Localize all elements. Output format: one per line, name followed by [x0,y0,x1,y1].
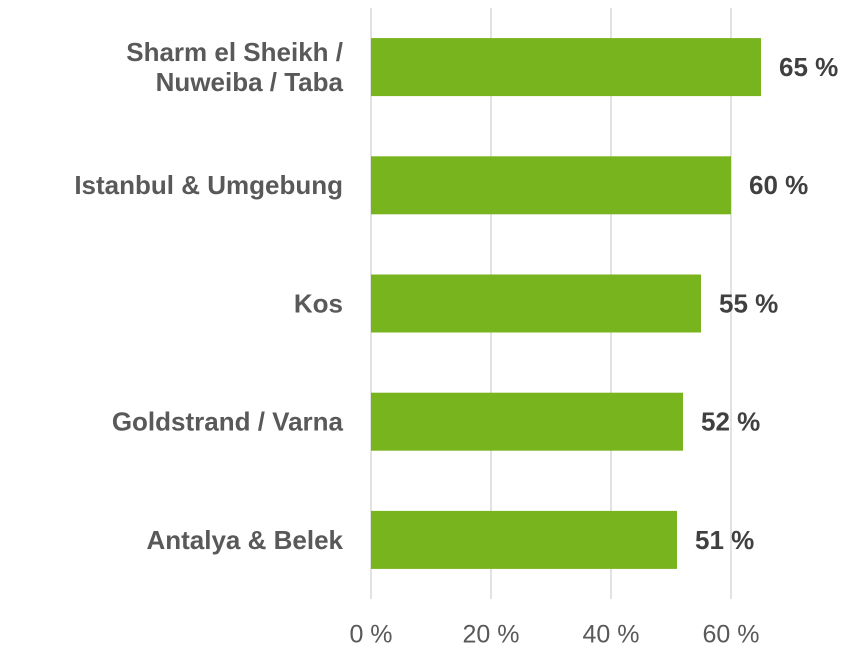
bar [371,510,677,569]
x-tick-label: 0 % [349,621,392,647]
y-tick-label: Kos [294,288,343,318]
bar [371,156,731,215]
value-label: 52 % [701,407,760,437]
x-tick-label: 20 % [463,621,520,647]
value-label: 55 % [719,288,778,318]
bar [371,392,683,451]
value-label: 60 % [749,170,808,200]
bar [371,274,701,333]
value-label: 65 % [779,52,838,82]
value-label: 51 % [695,525,754,555]
y-tick-label: Goldstrand / Varna [112,407,344,437]
y-tick-label: Antalya & Belek [146,525,343,555]
x-tick-label: 60 % [703,621,760,647]
x-tick-label: 40 % [583,621,640,647]
y-tick-label: Istanbul & Umgebung [74,170,343,200]
bar [371,38,761,97]
y-tick-label: Sharm el Sheikh / Nuweiba / Taba [126,37,343,97]
